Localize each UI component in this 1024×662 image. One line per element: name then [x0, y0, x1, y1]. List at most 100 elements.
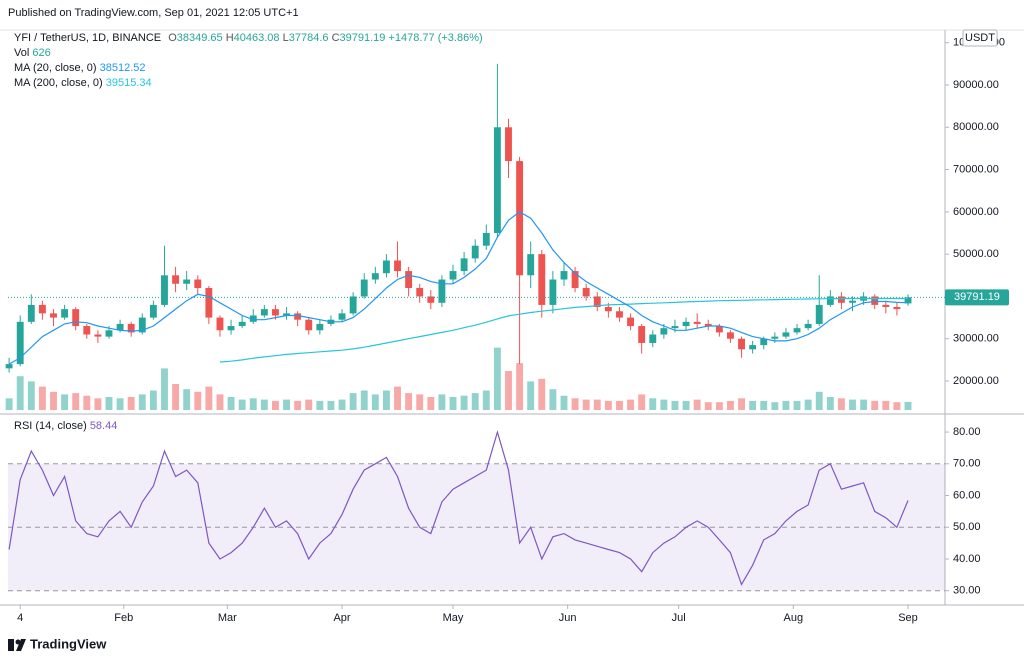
volume-bar	[382, 390, 390, 410]
candle-body	[882, 304, 890, 308]
ohlc-letter: H	[226, 32, 234, 44]
volume-bar	[127, 397, 135, 410]
candle-body	[738, 338, 745, 350]
volume-bar	[516, 363, 524, 410]
volume-bar	[149, 390, 157, 410]
candle-body	[649, 334, 657, 343]
candle-body	[449, 271, 457, 280]
ohlc-letter: C	[332, 32, 340, 44]
ma20-legend: MA (20, close, 0) 38512.52	[14, 62, 146, 74]
brand: TradingView	[30, 636, 107, 651]
candle-body	[94, 334, 102, 337]
volume-bar	[826, 397, 834, 410]
rsi-label: RSI (14, close)	[14, 420, 87, 432]
rsi-tick-label: 60.00	[953, 489, 981, 501]
volume-bar	[693, 399, 701, 410]
volume-bar	[815, 391, 823, 410]
candle-body	[16, 321, 24, 365]
candle-body	[38, 304, 46, 314]
y-tick-label: 60000.00	[953, 206, 999, 218]
candle-body	[505, 127, 512, 162]
volume-bar	[682, 400, 690, 410]
volume-bar	[804, 399, 812, 410]
symbol: YFI / TetherUS, 1D, BINANCE	[14, 32, 161, 44]
volume-bar	[16, 376, 24, 410]
candle-body	[416, 287, 424, 297]
volume-bar	[138, 394, 146, 410]
volume-bar	[316, 400, 324, 410]
candle-body	[593, 296, 601, 308]
volume-bar	[394, 386, 401, 410]
candle-body	[604, 307, 612, 312]
candle-body	[294, 313, 302, 320]
volume-bar	[771, 402, 779, 410]
candle-body	[227, 326, 235, 331]
candle-body	[893, 307, 901, 310]
volume-bar	[627, 399, 635, 410]
candle-body	[582, 287, 590, 297]
candle-body	[815, 304, 823, 324]
y-tick-label: 50000.00	[953, 248, 999, 260]
candle-body	[837, 296, 845, 303]
volume-bar	[327, 400, 335, 410]
volume-bar	[449, 397, 457, 410]
volume-bar	[549, 389, 557, 410]
volume-bar	[105, 397, 113, 410]
last-price-tag	[945, 289, 1009, 306]
rsi-value: 58.44	[90, 420, 118, 432]
candle-body	[405, 271, 413, 288]
volume-bar	[793, 400, 801, 410]
currency: USDT	[965, 32, 995, 44]
x-tick-label: Jul	[672, 612, 686, 624]
volume-bar	[260, 399, 268, 410]
plot-layer: 20000.0030000.0040000.0050000.0060000.00…	[5, 29, 1009, 624]
ohlc-letter: L	[283, 32, 289, 44]
y-tick-label: 80000.00	[953, 121, 999, 133]
volume-bar	[582, 399, 590, 410]
candle-body	[660, 328, 668, 335]
x-tick-label: Aug	[784, 612, 804, 624]
rsi-tick-label: 40.00	[953, 553, 981, 565]
candle-body	[693, 321, 701, 324]
rsi-tick-label: 80.00	[953, 426, 981, 438]
volume-bar	[38, 386, 46, 410]
candle-body	[105, 330, 113, 337]
volume-bar	[760, 400, 768, 410]
volume-bar	[471, 393, 479, 410]
ohlc-value: 40463.08	[234, 32, 280, 44]
candle-body	[172, 275, 180, 284]
candle-body	[616, 311, 623, 318]
candle-body	[527, 254, 535, 276]
candle-body	[382, 260, 390, 274]
ma200-value: 39515.34	[106, 77, 152, 89]
volume-bar	[527, 381, 535, 410]
volume-bar	[538, 378, 546, 410]
volume-bar	[749, 400, 757, 410]
candle-body	[793, 328, 801, 333]
candle-body	[682, 321, 690, 327]
candle-body	[638, 326, 646, 343]
candle-body	[771, 336, 779, 339]
x-tick-label: Mar	[218, 612, 237, 624]
volume-bar	[116, 398, 124, 410]
last-price-label: 39791.19	[954, 291, 1000, 303]
candle-body	[394, 260, 401, 272]
panes	[0, 29, 1024, 606]
candle-body	[50, 313, 57, 318]
x-tick-label: Feb	[114, 612, 133, 624]
y-tick-label: 90000.00	[953, 79, 999, 91]
volume-bar	[161, 368, 168, 410]
volume-bar	[194, 391, 202, 410]
volume-bar	[871, 400, 879, 410]
candle-body	[249, 315, 257, 322]
ohlc-letter: O	[168, 32, 177, 44]
volume-bar	[427, 397, 435, 410]
volume-bar	[704, 402, 712, 410]
ma200-legend: MA (200, close, 0) 39515.34	[14, 77, 152, 89]
volume-legend: Vol 626	[14, 47, 51, 59]
volume-label: Vol	[14, 47, 29, 59]
ohlc-value: 39791.19	[340, 32, 386, 44]
volume-bar	[5, 398, 13, 410]
volume-bar	[593, 399, 601, 410]
candle-body	[482, 233, 490, 246]
